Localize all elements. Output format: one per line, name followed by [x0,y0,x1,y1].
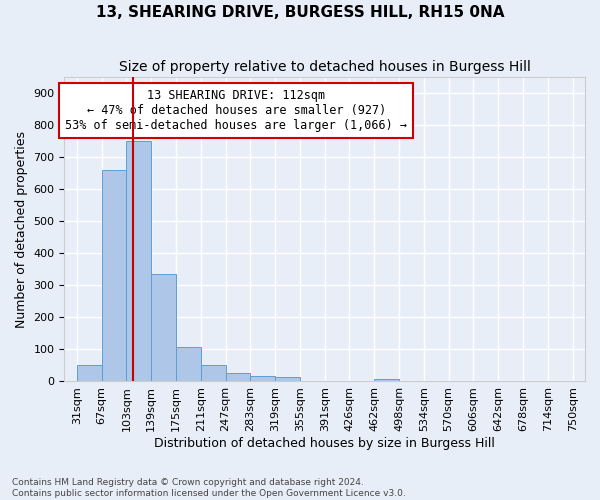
Text: 13, SHEARING DRIVE, BURGESS HILL, RH15 0NA: 13, SHEARING DRIVE, BURGESS HILL, RH15 0… [96,5,504,20]
Bar [226,374,250,382]
Bar [374,379,399,382]
Bar [201,366,226,382]
Bar [127,140,151,382]
Y-axis label: Number of detached properties: Number of detached properties [15,130,28,328]
Bar [101,170,127,382]
Text: 13 SHEARING DRIVE: 112sqm
← 47% of detached houses are smaller (927)
53% of semi: 13 SHEARING DRIVE: 112sqm ← 47% of detac… [65,89,407,132]
Bar [151,274,176,382]
Bar [176,347,201,382]
Bar [250,376,275,382]
Bar [77,366,101,382]
Text: Contains HM Land Registry data © Crown copyright and database right 2024.
Contai: Contains HM Land Registry data © Crown c… [12,478,406,498]
Title: Size of property relative to detached houses in Burgess Hill: Size of property relative to detached ho… [119,60,530,74]
X-axis label: Distribution of detached houses by size in Burgess Hill: Distribution of detached houses by size … [154,437,495,450]
Bar [275,378,300,382]
